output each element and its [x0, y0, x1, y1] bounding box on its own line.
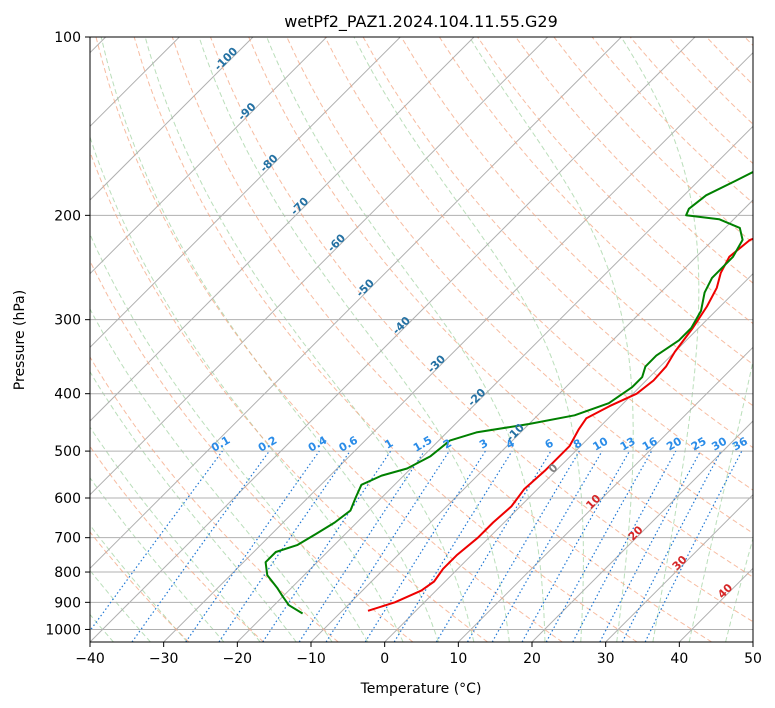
isotherm-line [236, 125, 753, 642]
x-tick-label: −30 [149, 651, 179, 667]
moist-adiabat-line [688, 358, 753, 642]
mixing-ratio-line [521, 450, 631, 642]
y-tick-label: 700 [54, 531, 81, 547]
x-axis: −40 −30 −20 −10 0 10 20 30 40 50 [75, 642, 762, 667]
x-tick-label: −40 [75, 651, 105, 667]
moist-adiabat-line [100, 37, 439, 642]
mixing-ratio-line [644, 450, 743, 642]
isotherm-line [163, 51, 753, 642]
moist-adiabat-line [90, 426, 261, 642]
temperature-line [367, 237, 753, 612]
y-tick-label: 1000 [45, 622, 81, 638]
dry-adiabat-line [90, 531, 190, 642]
mixing-ratio-line [131, 450, 270, 642]
isotherm-line [457, 346, 753, 642]
chart-title: wetPf2_PAZ1.2024.104.11.55.G29 [284, 12, 558, 32]
mixing-ratio-line [298, 450, 425, 642]
x-axis-title: Temperature (°C) [360, 681, 482, 697]
x-tick-label: −20 [223, 651, 253, 667]
moist-adiabat-line [144, 37, 475, 642]
moist-adiabat-line [90, 135, 404, 642]
y-tick-label: 100 [54, 30, 81, 46]
isobar-grid [90, 37, 753, 630]
mixing-ratio-line [545, 450, 653, 642]
y-tick-label: 900 [54, 595, 81, 611]
x-tick-label: 10 [449, 651, 467, 667]
mixing-ratio-line [572, 450, 677, 642]
mixing-ratio-lines [90, 450, 743, 642]
dry-adiabat-line [438, 37, 753, 366]
dry-adiabat-line [133, 37, 638, 642]
y-axis: 100 200 300 400 500 600 700 800 900 1000 [45, 30, 90, 638]
moist-adiabat-line [90, 308, 333, 642]
mixing-ratio-line [325, 450, 450, 642]
x-tick-label: 20 [523, 651, 541, 667]
isotherm-line [384, 272, 753, 642]
x-tick-label: 50 [744, 651, 762, 667]
profile-series [264, 170, 753, 615]
y-tick-label: 200 [54, 208, 81, 224]
y-tick-label: 600 [54, 491, 81, 507]
plot-frame [89, 36, 754, 643]
moist-adiabat-line [620, 37, 700, 642]
moist-adiabat-line [353, 37, 584, 642]
y-tick-label: 300 [54, 313, 81, 329]
isotherm-line [90, 37, 696, 642]
y-axis-title: Pressure (hPa) [12, 290, 28, 390]
isotherm-line [90, 37, 475, 422]
skewed-isotherms [90, 37, 753, 642]
mixing-ratio-line [218, 450, 351, 642]
dry-adiabat-line [324, 37, 753, 491]
moist-adiabat-line [90, 232, 369, 642]
x-tick-label: 30 [597, 651, 615, 667]
y-tick-label: 800 [54, 565, 81, 581]
x-tick-label: 0 [380, 651, 389, 667]
mixing-ratio-line [262, 450, 392, 642]
dry-adiabat-line [171, 37, 712, 642]
dry-adiabat-line [90, 356, 339, 642]
isotherm-line [90, 37, 254, 201]
dry-adiabat-line [95, 37, 563, 642]
mixing-ratio-line [393, 450, 513, 642]
dry-adiabat-line [248, 37, 753, 578]
x-tick-label: −10 [296, 651, 326, 667]
mixing-ratio-line [185, 450, 320, 642]
dry-adiabat-line [90, 259, 414, 642]
isotherm-line [605, 493, 753, 642]
dry-adiabats [90, 37, 753, 642]
y-tick-label: 400 [54, 387, 81, 403]
mixing-ratio-line [90, 450, 223, 632]
dry-adiabat-line [90, 445, 264, 642]
dry-adiabat-line [400, 37, 753, 407]
moist-adiabat-line [198, 37, 510, 642]
isotherm-line [90, 37, 328, 275]
dry-adiabat-line [90, 150, 488, 642]
moist-adiabat-line [90, 476, 225, 642]
isotherm-line [90, 37, 401, 349]
dewpoint-line [264, 170, 753, 615]
isotherm-line [531, 420, 753, 642]
y-tick-label: 500 [54, 444, 81, 460]
dry-adiabat-line [515, 37, 753, 284]
dry-adiabat-line [210, 37, 753, 623]
moist-adiabat-line [725, 536, 753, 642]
x-tick-label: 40 [670, 651, 688, 667]
isotherm-line [90, 37, 622, 570]
isotherm-line [90, 37, 549, 496]
